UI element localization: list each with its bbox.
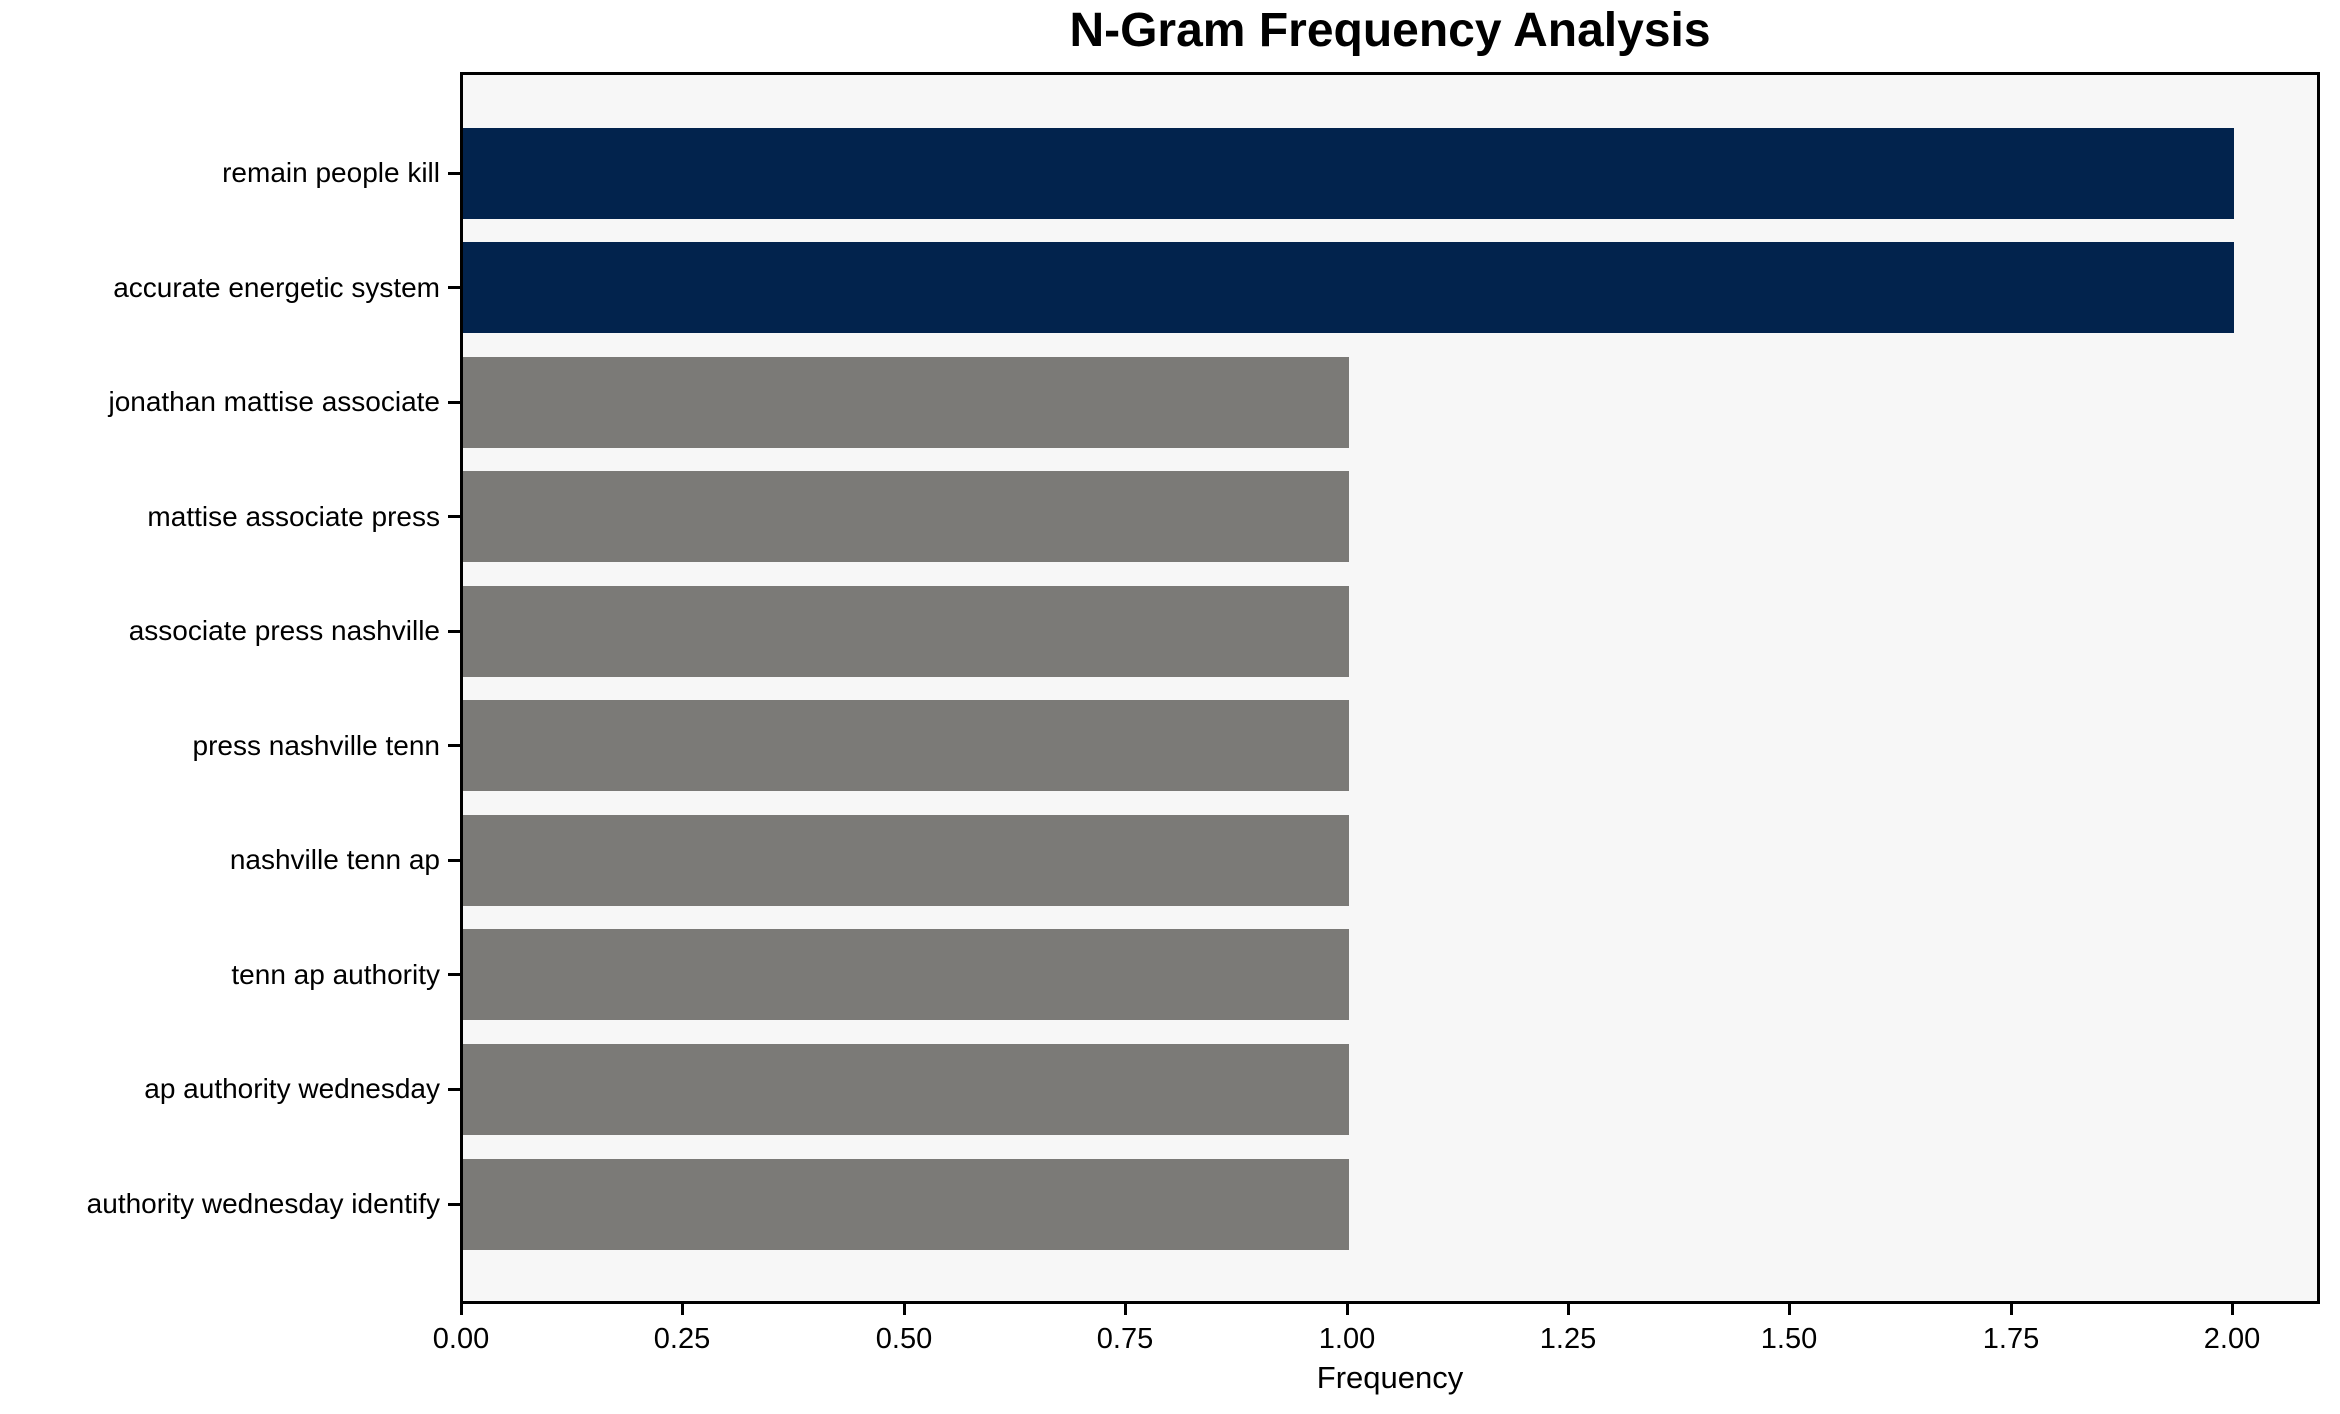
- y-tick-label: press nashville tenn: [192, 730, 440, 761]
- x-tick-label: 0.25: [653, 1323, 711, 1355]
- bar-nashville-tenn-ap: [463, 815, 1349, 906]
- x-tick-mark: [903, 1304, 906, 1315]
- x-tick-label: 0.75: [1096, 1323, 1154, 1355]
- y-tick-label: ap authority wednesday: [144, 1073, 440, 1104]
- bar-jonathan-mattise-associate: [463, 357, 1349, 448]
- x-tick-label: 1.50: [1760, 1323, 1818, 1355]
- y-tick-mark: [448, 630, 461, 633]
- bar-tenn-ap-authority: [463, 929, 1349, 1020]
- x-tick-label: 2.00: [2203, 1323, 2261, 1355]
- plot-area: [460, 72, 2320, 1304]
- y-tick-label: accurate energetic system: [113, 272, 440, 303]
- y-tick-mark: [448, 744, 461, 747]
- bar-associate-press-nashville: [463, 586, 1349, 677]
- y-tick-label: mattise associate press: [147, 501, 440, 532]
- x-tick-mark: [460, 1304, 463, 1315]
- y-tick-label: associate press nashville: [128, 615, 440, 646]
- y-tick-label: tenn ap authority: [231, 959, 440, 990]
- y-tick-mark: [448, 1088, 461, 1091]
- chart-title: N-Gram Frequency Analysis: [1069, 4, 1711, 57]
- x-axis-label: Frequency: [1316, 1360, 1464, 1395]
- x-tick-mark: [681, 1304, 684, 1315]
- bar-press-nashville-tenn: [463, 700, 1349, 791]
- x-tick-mark: [1788, 1304, 1791, 1315]
- bar-ap-authority-wednesday: [463, 1044, 1349, 1135]
- y-tick-mark: [448, 401, 461, 404]
- x-tick-mark: [2231, 1304, 2234, 1315]
- x-tick-label: 1.25: [1539, 1323, 1597, 1355]
- y-tick-label: remain people kill: [222, 157, 440, 188]
- bar-remain-people-kill: [463, 128, 2234, 219]
- x-tick-label: 1.75: [1982, 1323, 2040, 1355]
- y-tick-mark: [448, 1203, 461, 1206]
- bar-mattise-associate-press: [463, 471, 1349, 562]
- x-tick-mark: [1567, 1304, 1570, 1315]
- x-tick-label: 1.00: [1318, 1323, 1376, 1355]
- x-tick-mark: [2010, 1304, 2013, 1315]
- bar-accurate-energetic-system: [463, 242, 2234, 333]
- y-tick-mark: [448, 859, 461, 862]
- y-tick-mark: [448, 172, 461, 175]
- y-tick-label: authority wednesday identify: [86, 1188, 440, 1219]
- y-tick-mark: [448, 515, 461, 518]
- y-tick-label: jonathan mattise associate: [108, 386, 440, 417]
- x-tick-mark: [1346, 1304, 1349, 1315]
- y-tick-label: nashville tenn ap: [229, 844, 440, 875]
- x-tick-label: 0.50: [875, 1323, 933, 1355]
- x-tick-label: 0.00: [432, 1323, 490, 1355]
- y-tick-mark: [448, 286, 461, 289]
- y-tick-mark: [448, 973, 461, 976]
- bar-authority-wednesday-identify: [463, 1159, 1349, 1250]
- x-tick-mark: [1124, 1304, 1127, 1315]
